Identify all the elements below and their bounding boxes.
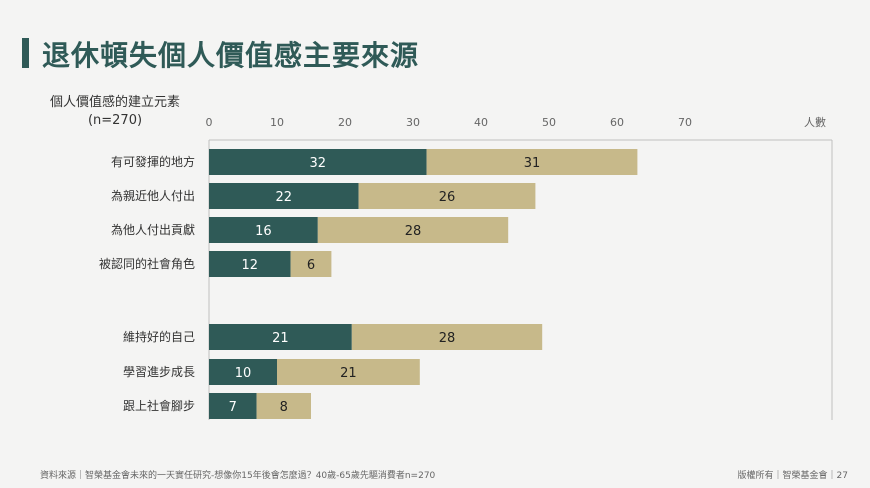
data-label-s0-2: 16 bbox=[255, 224, 272, 239]
x-axis-label: 人數 bbox=[804, 116, 826, 129]
category-label-6: 跟上社會腳步 bbox=[123, 398, 195, 413]
category-label-3: 被認同的社會角色 bbox=[99, 256, 195, 271]
data-label-s1-1: 26 bbox=[439, 190, 456, 205]
x-tick-label-6: 60 bbox=[610, 116, 624, 129]
x-tick-label-3: 30 bbox=[406, 116, 420, 129]
data-label-s1-0: 31 bbox=[524, 156, 541, 171]
data-label-s1-5: 21 bbox=[340, 366, 357, 381]
data-label-s0-4: 21 bbox=[272, 331, 289, 346]
data-label-s1-2: 28 bbox=[405, 224, 422, 239]
x-tick-label-7: 70 bbox=[678, 116, 692, 129]
x-tick-label-2: 20 bbox=[338, 116, 352, 129]
data-label-s1-4: 28 bbox=[439, 331, 456, 346]
data-label-s0-6: 7 bbox=[229, 400, 237, 415]
category-label-4: 維持好的自己 bbox=[123, 329, 195, 344]
footer-copyright: 版權所有｜智榮基金會｜27 bbox=[738, 468, 848, 481]
category-label-1: 為親近他人付出 bbox=[111, 189, 195, 203]
category-label-0: 有可發揮的地方 bbox=[111, 154, 195, 169]
data-label-s0-0: 32 bbox=[310, 156, 327, 171]
x-tick-label-4: 40 bbox=[474, 116, 488, 129]
data-label-s1-3: 6 bbox=[307, 258, 315, 273]
data-label-s0-1: 22 bbox=[276, 190, 293, 205]
data-label-s1-6: 8 bbox=[280, 400, 288, 415]
data-label-s0-5: 10 bbox=[235, 366, 252, 381]
footer-source: 資料來源｜智榮基金會未來的一天實任研究-想像你15年後會怎麼過？40歲-65歲先… bbox=[40, 468, 435, 481]
x-tick-label-0: 0 bbox=[206, 116, 213, 129]
x-tick-label-1: 10 bbox=[270, 116, 284, 129]
x-tick-label-5: 50 bbox=[542, 116, 556, 129]
category-label-2: 為他人付出貢獻 bbox=[111, 222, 195, 237]
data-label-s0-3: 12 bbox=[242, 258, 259, 273]
category-label-5: 學習進步成長 bbox=[123, 365, 195, 379]
